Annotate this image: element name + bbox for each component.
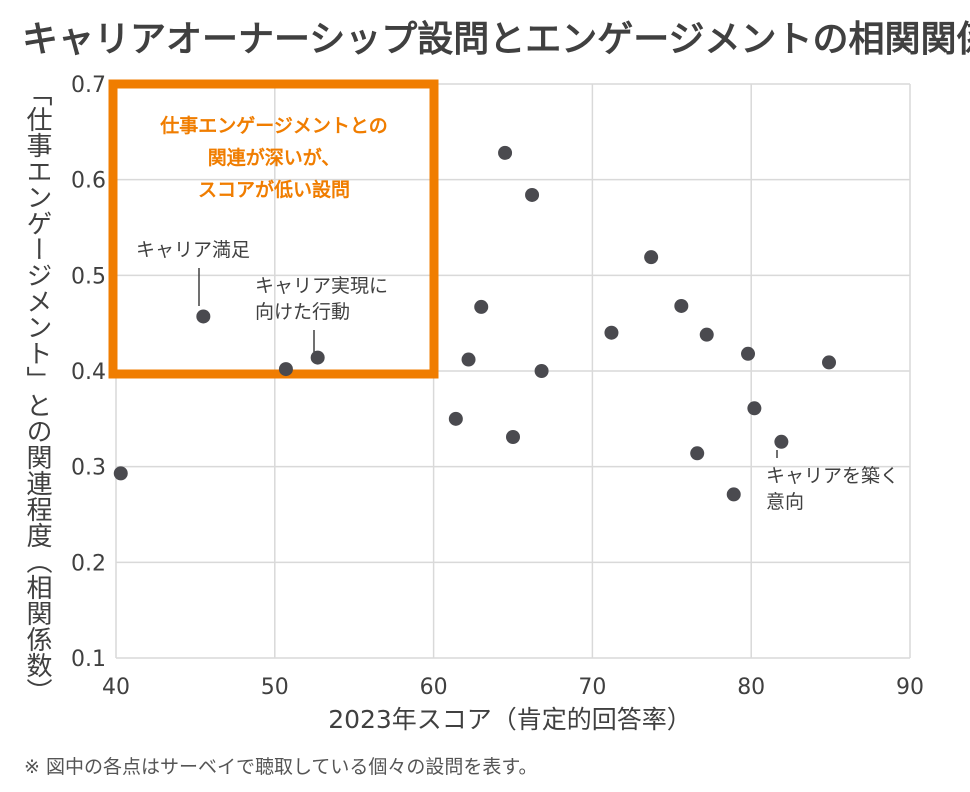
annotation-label: キャリア満足 xyxy=(136,239,250,261)
annotation-label: キャリアを築く xyxy=(766,465,899,487)
data-point xyxy=(310,350,325,365)
y-tick-label: 0.7 xyxy=(71,73,106,98)
data-point xyxy=(498,145,513,160)
data-point xyxy=(474,299,489,314)
data-point xyxy=(747,401,762,416)
y-axis-label: 「仕事エンゲージメント」との関連程度（相関係数） xyxy=(22,80,52,704)
y-tick-label: 0.5 xyxy=(71,264,106,289)
data-point xyxy=(113,466,128,481)
data-point xyxy=(525,187,540,202)
data-point xyxy=(506,430,520,445)
x-tick-label: 40 xyxy=(102,675,130,700)
data-point xyxy=(699,327,714,342)
annotation-label: キャリア実現に xyxy=(255,275,388,297)
data-point xyxy=(448,411,463,426)
data-point xyxy=(278,362,293,377)
y-tick-label: 0.2 xyxy=(71,551,106,576)
highlight-box xyxy=(108,79,439,379)
y-tick-label: 0.1 xyxy=(71,647,106,672)
y-tick-label: 0.4 xyxy=(71,360,106,385)
callout-text: スコアが低い設問 xyxy=(198,178,350,201)
callout-text: 仕事エンゲージメントとの xyxy=(159,114,387,137)
data-point xyxy=(644,250,659,265)
chart-title: キャリアオーナーシップ設問とエンゲージメントの相関関係 xyxy=(22,19,970,60)
data-point xyxy=(774,434,789,449)
data-point xyxy=(741,346,756,361)
x-axis-label: 2023年スコア（肯定的回答率） xyxy=(328,705,692,734)
data-point xyxy=(726,487,741,502)
data-point xyxy=(196,309,211,324)
data-point xyxy=(461,352,476,367)
annotation-label: 向けた行動 xyxy=(255,301,350,323)
x-tick-label: 80 xyxy=(737,675,765,700)
data-point xyxy=(690,446,705,461)
data-point xyxy=(822,355,837,370)
data-point xyxy=(534,364,549,378)
annotation-label: 意向 xyxy=(766,491,804,513)
callout-text: 関連が深いが、 xyxy=(208,146,341,169)
data-point xyxy=(604,325,619,340)
x-tick-label: 90 xyxy=(896,675,924,700)
x-tick-label: 60 xyxy=(420,675,448,700)
x-tick-label: 70 xyxy=(578,675,606,700)
y-tick-label: 0.6 xyxy=(71,169,106,194)
y-tick-label: 0.3 xyxy=(71,456,106,481)
data-point xyxy=(674,298,689,313)
x-tick-label: 50 xyxy=(261,675,289,700)
footnote: ※ 図中の各点はサーベイで聴取している個々の設問を表す。 xyxy=(24,756,538,778)
